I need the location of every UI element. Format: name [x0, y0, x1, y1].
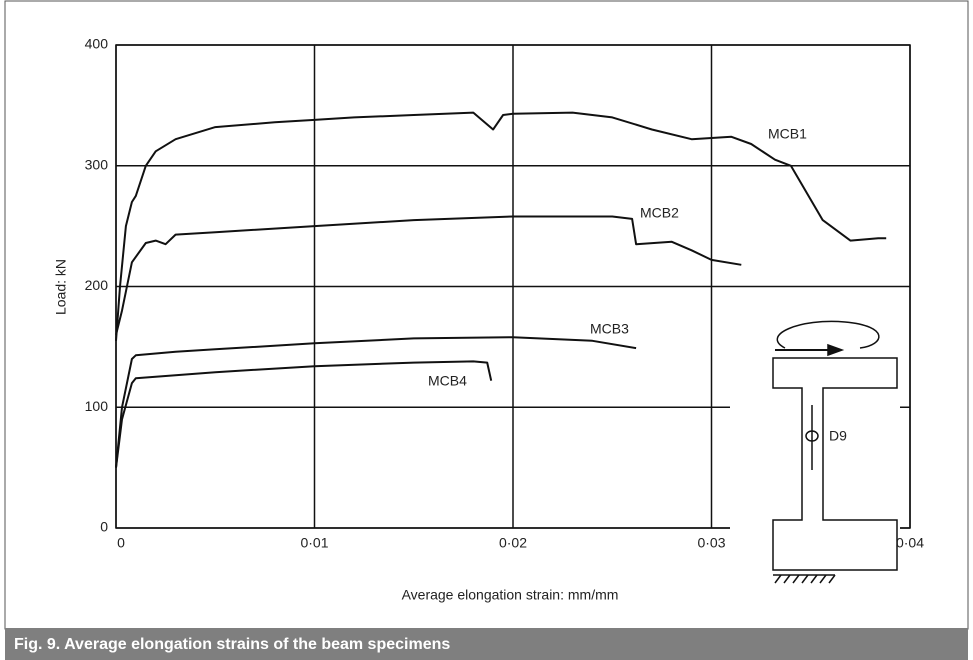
y-tick-label: 300: [85, 156, 109, 172]
line-series: [115, 336, 637, 468]
series-label: MCB1: [768, 126, 807, 142]
line-series: [115, 360, 493, 468]
y-tick-label: 200: [85, 277, 109, 293]
series-label: MCB2: [640, 205, 679, 221]
x-tick-label: 0·01: [300, 535, 328, 551]
series-label: MCB3: [590, 321, 629, 337]
y-tick-label: 100: [85, 398, 109, 414]
series-label: MCB4: [428, 373, 467, 389]
caption-bar: [5, 628, 968, 660]
inset-label: D9: [829, 428, 847, 444]
line-series: [115, 215, 742, 336]
y-tick-label: 400: [85, 36, 109, 52]
y-axis-label: Load: kN: [53, 259, 69, 315]
caption: Fig. 9. Average elongation strains of th…: [14, 636, 450, 653]
x-axis-label: Average elongation strain: mm/mm: [402, 587, 619, 603]
x-tick-label: 0·02: [499, 535, 527, 551]
line-series: [115, 111, 887, 341]
y-tick-label: 0: [100, 519, 108, 535]
x-tick-label: 0: [117, 535, 125, 551]
x-tick-label: 0·04: [896, 535, 924, 551]
x-tick-label: 0·03: [697, 535, 725, 551]
inset-diagram: [730, 320, 900, 584]
